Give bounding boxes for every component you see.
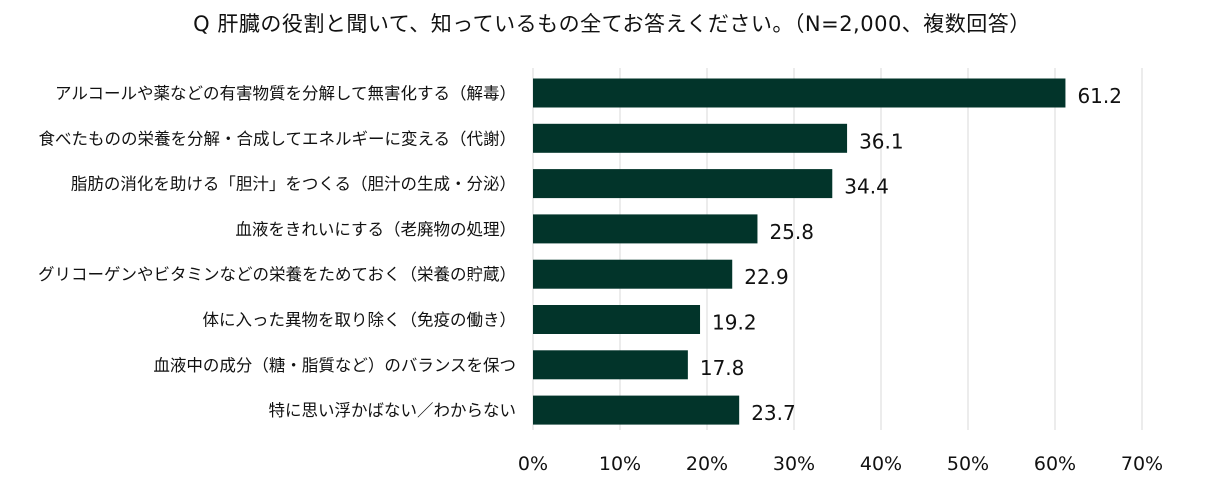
bar [533,350,688,380]
bar [533,169,833,199]
x-tick-label: 70% [1121,453,1163,475]
x-tick-label: 50% [947,453,989,475]
bar [533,78,1066,108]
x-tick-label: 40% [860,453,902,475]
data-label: 23.7 [751,401,796,425]
category-labels: アルコールや薬などの有害物質を分解して無害化する（解毒） 食べたものの栄養を分解・… [38,84,516,420]
data-label: 19.2 [712,311,757,335]
chart-title: Q 肝臓の役割と聞いて、知っているもの全てお答えください。（N=2,000、複数… [193,12,1031,36]
category-label: 血液をきれいにする（老廃物の処理） [235,220,516,239]
x-tick-label: 60% [1034,453,1076,475]
category-label: グリコーゲンやビタミンなどの栄養をためておく（栄養の貯蔵） [38,265,516,284]
category-label: 食べたものの栄養を分解・合成してエネルギーに変える（代謝） [38,129,516,148]
bar [533,259,733,289]
bar [533,305,701,334]
x-tick-label: 0% [518,453,548,475]
category-label: 体に入った異物を取り除く（免疫の働き） [203,311,517,330]
data-label: 36.1 [859,129,904,153]
data-label: 25.8 [769,220,814,244]
bar [533,214,758,244]
x-tick-label: 30% [773,453,815,475]
category-label: 脂肪の消化を助ける「胆汁」をつくる（胆汁の生成・分泌） [71,175,516,194]
data-labels: 61.2 36.1 34.4 25.8 22.9 19.2 17.823.7 [700,84,1122,425]
bar [533,123,848,153]
category-label: 特に思い浮かばない／わからない [269,401,517,420]
data-label: 22.9 [744,265,789,289]
x-tick-label: 10% [599,453,641,475]
bars [533,78,1066,425]
data-label: 34.4 [844,175,889,199]
data-label: 61.2 [1077,84,1122,108]
category-label: 血液中の成分（糖・脂質など）のバランスを保つ [153,356,516,375]
bar [533,395,740,425]
category-label: アルコールや薬などの有害物質を分解して無害化する（解毒） [55,84,516,103]
x-tick-label: 20% [686,453,728,475]
data-label: 17.8 [700,356,745,380]
x-axis-ticks: 0% 10% 20% 30% 40% 50% 60% 70% [518,453,1163,475]
